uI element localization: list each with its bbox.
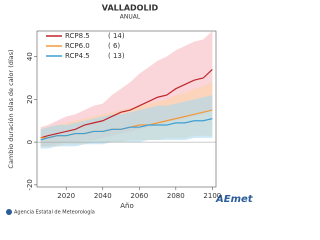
uncertainty-band <box>40 95 213 149</box>
logo: AEmet <box>215 194 254 205</box>
y-tick-label: 20 <box>26 95 34 104</box>
legend-count: ( 14) <box>108 32 125 40</box>
y-axis-label: Cambio duración olas de calor (días) <box>7 49 15 168</box>
y-tick-label: 0 <box>26 140 34 144</box>
legend-label: RCP6.0 <box>65 42 90 50</box>
legend-label: RCP4.5 <box>65 52 90 60</box>
chart: VALLADOLID ANUAL Año Cambio duración ola… <box>6 4 254 216</box>
x-tick-label: 2020 <box>57 192 75 200</box>
legend-label: RCP8.5 <box>65 32 90 40</box>
footer-icon <box>6 209 12 215</box>
series-line <box>40 69 213 139</box>
series-line <box>40 118 213 141</box>
y-tick-label: -20 <box>26 179 34 190</box>
chart-title: VALLADOLID <box>102 4 159 13</box>
x-tick-label: 2040 <box>94 192 112 200</box>
x-tick-label: 2060 <box>130 192 148 200</box>
x-tick-label: 2080 <box>167 192 185 200</box>
x-axis-label: Año <box>120 202 134 210</box>
chart-subtitle: ANUAL <box>120 14 141 21</box>
y-tick-label: 40 <box>26 52 34 61</box>
x-tick-label: 2100 <box>203 192 221 200</box>
footer: Agencia Estatal de Meteorología <box>14 209 95 216</box>
plot-frame <box>36 30 217 188</box>
legend-count: ( 6) <box>108 42 120 50</box>
legend-count: ( 13) <box>108 52 125 60</box>
